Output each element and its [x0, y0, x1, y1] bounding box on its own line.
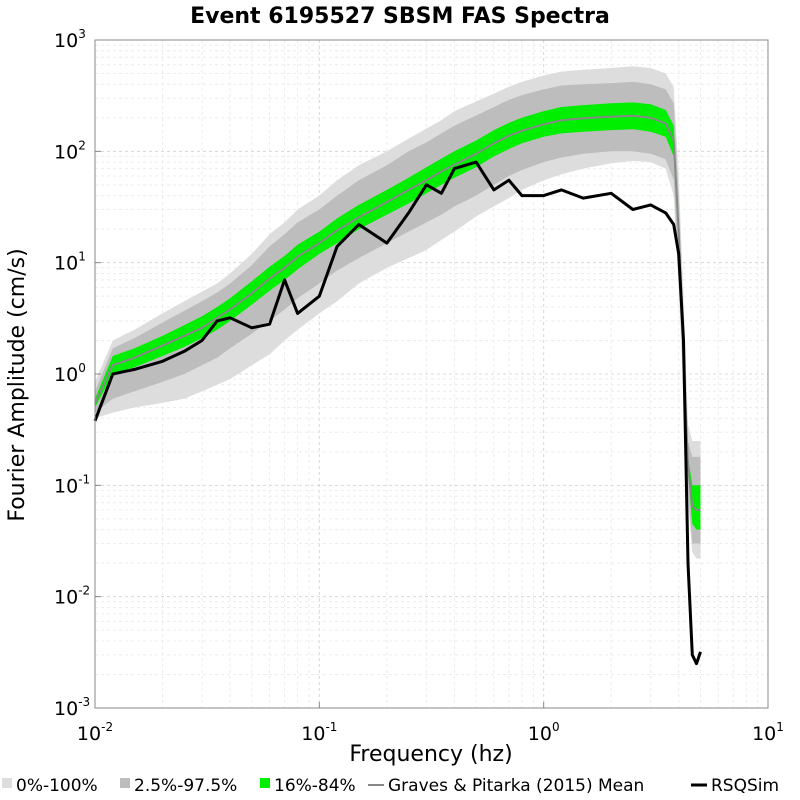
series-line-4: [93, 160, 702, 666]
x-tick-label: 10-2: [77, 720, 113, 745]
x-tick-label: 101: [752, 720, 784, 745]
y-tick-label: 102: [54, 138, 86, 163]
x-tick-label: 100: [528, 720, 560, 745]
x-tick-label: 10-1: [301, 720, 337, 745]
plot-area: [93, 66, 702, 666]
legend-swatch-0: [2, 778, 12, 788]
legend-swatch-1: [120, 778, 130, 788]
legend-label-3: Graves & Pitarka (2015) Mean: [388, 776, 644, 796]
y-tick-label: 10-3: [54, 695, 90, 720]
y-axis-label: Fourier Amplitude (cm/s): [5, 248, 30, 521]
y-tick-label: 103: [54, 27, 86, 52]
legend: 0%-100% 2.5%-97.5% 16%-84% Graves & Pitarka…: [2, 776, 779, 796]
legend-swatch-2: [260, 778, 270, 788]
y-tick-label: 10-2: [54, 584, 90, 609]
chart-title: Event 6195527 SBSM FAS Spectra: [190, 4, 610, 29]
x-axis-label: Frequency (hz): [349, 742, 512, 767]
y-tick-label: 100: [54, 361, 86, 386]
legend-label-4: RSQSim: [711, 776, 779, 796]
series-line-3: [94, 114, 701, 511]
legend-label-2: 16%-84%: [274, 776, 356, 796]
legend-label-1: 2.5%-97.5%: [134, 776, 237, 796]
y-tick-label: 10-1: [54, 472, 90, 497]
y-tick-label: 101: [54, 250, 86, 275]
legend-label-0: 0%-100%: [16, 776, 98, 796]
band-2: [95, 102, 701, 530]
